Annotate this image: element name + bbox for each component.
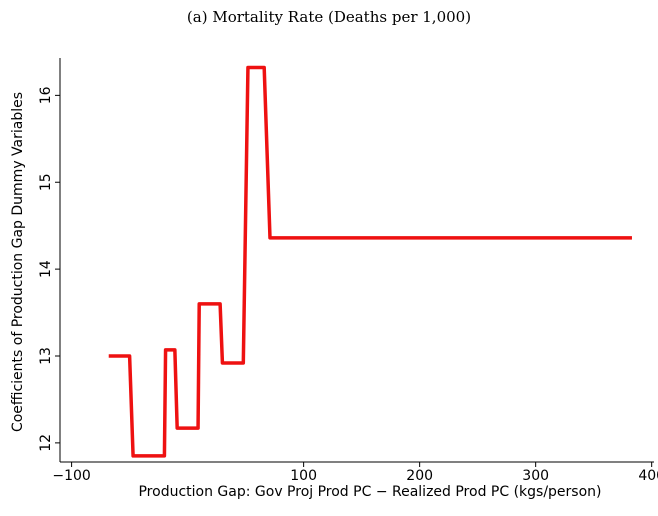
y-tick-label: 15: [38, 173, 54, 191]
y-tick-label: 12: [38, 434, 54, 452]
y-tick-label: 13: [38, 347, 54, 365]
y-tick-label: 14: [38, 260, 54, 278]
line-series: [108, 65, 632, 458]
chart-title: (a) Mortality Rate (Deaths per 1,000): [187, 8, 471, 26]
x-axis-label: Production Gap: Gov Proj Prod PC − Reali…: [138, 484, 601, 500]
y-tick-label: 16: [38, 86, 54, 104]
x-tick-label: 400: [638, 468, 658, 484]
x-tick-label: 300: [522, 468, 549, 484]
y-axis-label: Coefficients of Production Gap Dummy Var…: [10, 92, 26, 432]
x-tick-label: −100: [52, 468, 90, 484]
x-tick-label: 100: [290, 468, 317, 484]
x-tick-label: 200: [406, 468, 433, 484]
